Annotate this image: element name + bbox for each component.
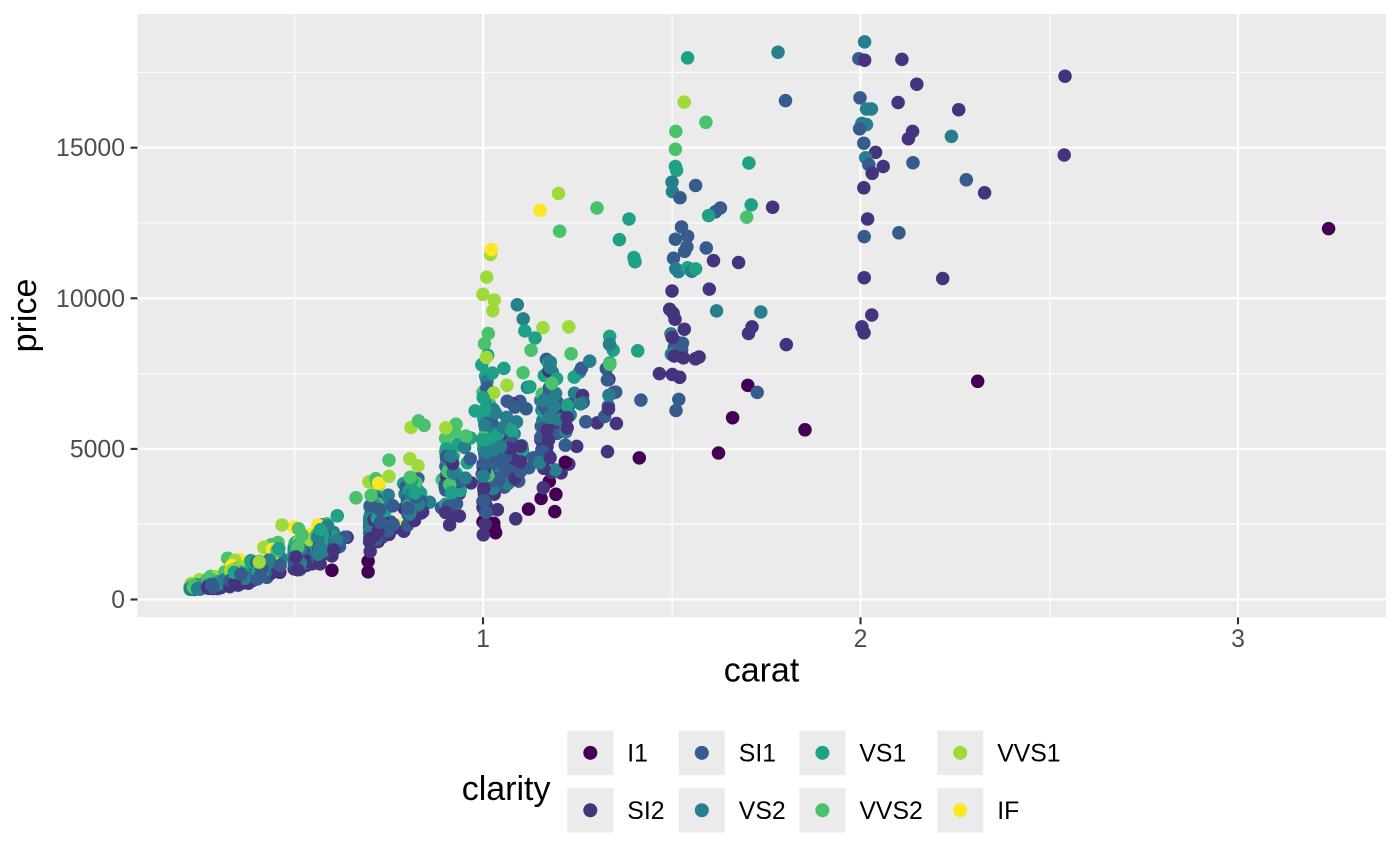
svg-text:5000: 5000 — [70, 436, 125, 463]
svg-text:3: 3 — [1231, 626, 1245, 653]
svg-text:I1: I1 — [627, 740, 648, 767]
svg-text:VS2: VS2 — [739, 798, 786, 825]
svg-text:10000: 10000 — [56, 286, 125, 313]
svg-text:IF: IF — [997, 798, 1019, 825]
svg-text:VVS2: VVS2 — [859, 798, 922, 825]
svg-text:SI2: SI2 — [627, 798, 664, 825]
svg-text:1: 1 — [476, 626, 490, 653]
svg-text:price: price — [6, 279, 44, 353]
svg-text:carat: carat — [724, 652, 800, 690]
svg-text:15000: 15000 — [56, 135, 125, 162]
svg-text:SI1: SI1 — [739, 740, 776, 767]
svg-text:VS1: VS1 — [859, 740, 906, 767]
svg-text:VVS1: VVS1 — [997, 740, 1060, 767]
svg-text:0: 0 — [111, 587, 125, 614]
svg-text:2: 2 — [854, 626, 868, 653]
svg-text:clarity: clarity — [462, 770, 551, 808]
